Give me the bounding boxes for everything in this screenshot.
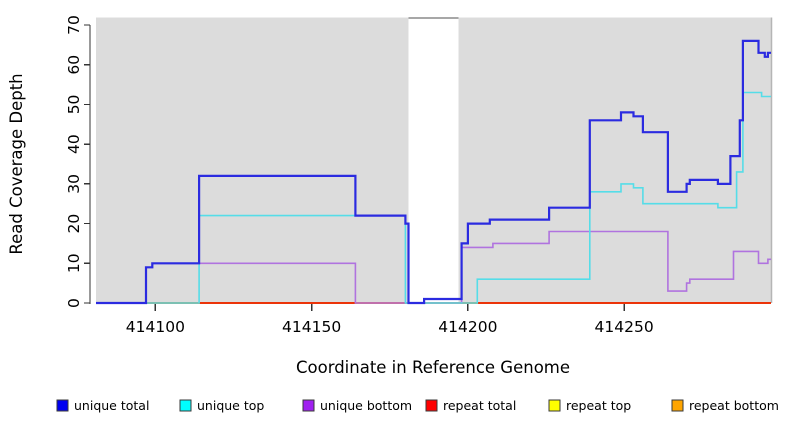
plot-background-layer bbox=[96, 17, 773, 303]
legend: unique total unique top unique bottom repea… bbox=[56, 398, 779, 413]
unique-top-swatch-icon bbox=[179, 399, 192, 412]
legend-item-unique-total: unique total bbox=[56, 398, 149, 413]
series-unique-total bbox=[96, 39, 771, 305]
y-tick-label: 30 bbox=[65, 174, 83, 194]
legend-item-repeat-bottom: repeat bottom bbox=[671, 398, 779, 413]
x-tick-label: 414100 bbox=[126, 318, 185, 336]
repeat-total-swatch-icon bbox=[425, 399, 438, 412]
legend-item-repeat-top: repeat top bbox=[548, 398, 631, 413]
y-tick-label: 70 bbox=[65, 15, 83, 35]
x-axis-title: Coordinate in Reference Genome bbox=[296, 358, 570, 377]
y-tick-label: 10 bbox=[65, 253, 83, 273]
y-tick-label: 40 bbox=[65, 134, 83, 154]
legend-item-unique-top: unique top bbox=[179, 398, 264, 413]
unique-bottom-swatch-icon bbox=[302, 399, 315, 412]
x-tick-label: 414150 bbox=[282, 318, 341, 336]
axis-layer: 0 10 20 30 40 50 60 70 414100 414150 414200 414250 bbox=[65, 15, 654, 336]
legend-label: unique bottom bbox=[320, 398, 412, 413]
legend-label: repeat top bbox=[566, 398, 631, 413]
y-axis-title: Read Coverage Depth bbox=[7, 73, 26, 254]
legend-label: unique total bbox=[74, 398, 149, 413]
y-tick-label: 0 bbox=[65, 298, 83, 308]
y-tick-label: 60 bbox=[65, 55, 83, 75]
unique-total-swatch-icon bbox=[56, 399, 69, 412]
legend-label: unique top bbox=[197, 398, 264, 413]
x-tick-label: 414200 bbox=[438, 318, 497, 336]
repeat-bottom-swatch-icon bbox=[671, 399, 684, 412]
series-unique-top bbox=[96, 91, 771, 304]
repeat-top-swatch-icon bbox=[548, 399, 561, 412]
y-tick-label: 50 bbox=[65, 95, 83, 115]
no-data-band bbox=[408, 17, 459, 303]
legend-label: repeat total bbox=[443, 398, 516, 413]
legend-label: repeat bottom bbox=[689, 398, 779, 413]
legend-item-repeat-total: repeat total bbox=[425, 398, 516, 413]
legend-item-unique-bottom: unique bottom bbox=[302, 398, 412, 413]
y-tick-label: 20 bbox=[65, 214, 83, 234]
series-layer bbox=[96, 39, 771, 305]
x-tick-label: 414250 bbox=[595, 318, 654, 336]
